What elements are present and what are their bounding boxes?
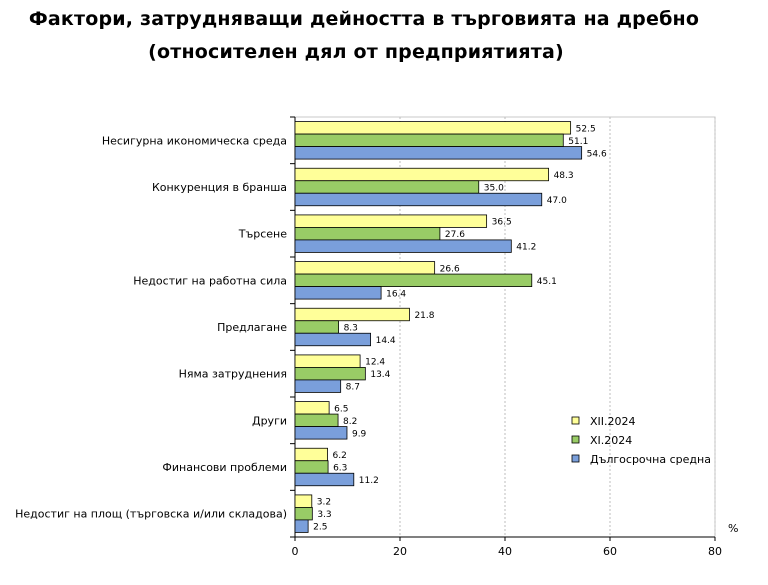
data-label: 8.7 — [346, 383, 360, 393]
data-label: 21.8 — [414, 311, 434, 321]
bar-1-8 — [294, 507, 313, 521]
bar-1-1 — [294, 180, 480, 194]
data-label: 6.5 — [334, 404, 348, 414]
data-label: 8.2 — [343, 417, 357, 427]
bar-0-4 — [294, 307, 410, 322]
legend-swatch-2 — [571, 454, 580, 463]
chart-title: Фактори, затрудняващи дейността в търгов… — [28, 8, 700, 30]
x-tick-label-20: 20 — [393, 545, 407, 558]
data-label: 8.3 — [344, 324, 358, 334]
bar-2-2 — [294, 239, 512, 253]
data-label: 51.1 — [568, 137, 588, 147]
legend-swatch-1 — [571, 435, 580, 444]
bar-1-5 — [294, 367, 366, 381]
data-label: 52.5 — [576, 124, 596, 134]
bar-1-6 — [294, 413, 339, 427]
bar-0-2 — [294, 214, 488, 228]
legend-label-1: XI.2024 — [590, 434, 632, 447]
bar-2-0 — [294, 146, 583, 160]
data-label: 54.6 — [587, 149, 607, 159]
bar-2-3 — [294, 286, 382, 300]
data-label: 16.4 — [386, 289, 406, 299]
bar-2-6 — [294, 426, 348, 440]
category-label: Финансови проблеми — [162, 461, 287, 474]
bar-0-0 — [294, 121, 572, 135]
bar-0-8 — [294, 494, 313, 508]
bar-0-3 — [294, 261, 436, 275]
data-label: 47.0 — [547, 196, 567, 206]
category-label: Предлагане — [217, 321, 287, 334]
category-label: Други — [252, 414, 287, 427]
chart-subtitle: (относителен дял от предприятията) — [148, 41, 564, 63]
category-label: Недостиг на площ (търговска и/или складо… — [15, 508, 287, 521]
x-tick-label-40: 40 — [498, 545, 512, 558]
category-label: Конкуренция в бранша — [152, 181, 287, 194]
bar-0-5 — [294, 354, 361, 368]
bar-0-1 — [294, 167, 549, 182]
bar-2-5 — [294, 379, 342, 393]
bar-1-4 — [294, 320, 339, 334]
data-label: 35.0 — [484, 184, 504, 194]
data-label: 26.6 — [440, 264, 460, 274]
bar-0-6 — [294, 401, 330, 415]
category-label: Няма затруднения — [179, 368, 287, 381]
bar-1-0 — [294, 133, 564, 147]
data-label: 6.2 — [333, 451, 347, 461]
data-label: 3.3 — [317, 510, 331, 520]
legend-swatch-0 — [571, 416, 580, 425]
bar-2-7 — [294, 472, 355, 487]
legend-label-0: XII.2024 — [590, 415, 636, 428]
data-label: 11.2 — [359, 476, 379, 486]
category-label: Недостиг на работна сила — [133, 274, 287, 287]
data-label: 14.4 — [376, 336, 396, 346]
data-label: 9.9 — [352, 429, 367, 439]
x-axis-label: % — [728, 522, 738, 535]
bar-2-4 — [294, 332, 371, 347]
data-label: 36.5 — [492, 218, 512, 228]
category-label: Търсене — [238, 228, 287, 241]
data-label: 27.6 — [445, 230, 465, 240]
data-label: 2.5 — [313, 523, 327, 533]
x-tick-label-80: 80 — [708, 545, 722, 558]
data-label: 12.4 — [365, 358, 385, 368]
bar-1-7 — [294, 460, 329, 474]
data-label: 3.2 — [317, 498, 331, 508]
data-label: 13.4 — [370, 370, 390, 380]
data-label: 48.3 — [554, 171, 574, 181]
bar-2-1 — [294, 192, 543, 207]
legend-label-2: Дългосрочна средна — [590, 453, 711, 466]
bar-1-2 — [294, 227, 441, 241]
x-tick-label-60: 60 — [603, 545, 617, 558]
category-label: Несигурна икономическа среда — [102, 134, 287, 147]
bar-2-8 — [294, 519, 309, 533]
data-label: 6.3 — [333, 464, 347, 474]
bar-0-7 — [294, 447, 328, 462]
x-tick-label-0: 0 — [292, 545, 299, 558]
data-label: 45.1 — [537, 277, 557, 287]
data-label: 41.2 — [516, 243, 536, 253]
bar-1-3 — [294, 273, 533, 287]
